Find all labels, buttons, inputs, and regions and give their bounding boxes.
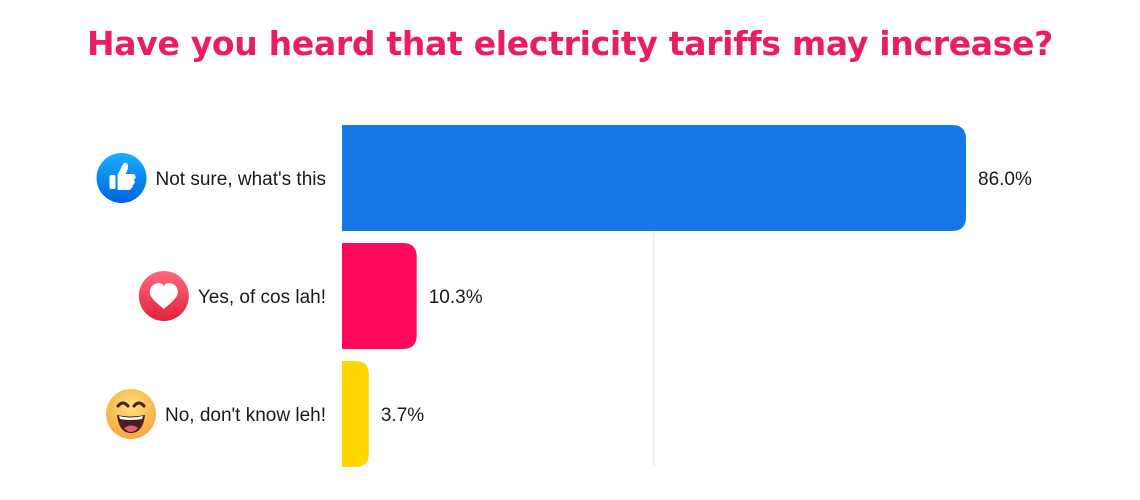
value-label: 3.7% (381, 405, 424, 426)
category-icons (96, 153, 189, 439)
value-label: 86.0% (978, 169, 1032, 190)
thumbs-up-icon (96, 153, 147, 203)
value-label: 10.3% (429, 287, 483, 308)
bar (342, 361, 369, 467)
value-labels: 86.0% 10.3% 3.7% (381, 169, 1032, 426)
category-label: Not sure, what's this (156, 169, 326, 190)
chart-title: Have you heard that electricity tariffs … (86, 24, 1054, 63)
heart-icon (138, 271, 189, 321)
bar (342, 243, 417, 349)
category-label: Yes, of cos lah! (198, 287, 326, 308)
bar (342, 125, 966, 231)
laughing-face-icon (106, 389, 156, 439)
category-labels: Not sure, what's this Yes, of cos lah! No,… (156, 169, 326, 426)
category-label: No, don't know leh! (165, 405, 326, 426)
bars (342, 125, 966, 467)
